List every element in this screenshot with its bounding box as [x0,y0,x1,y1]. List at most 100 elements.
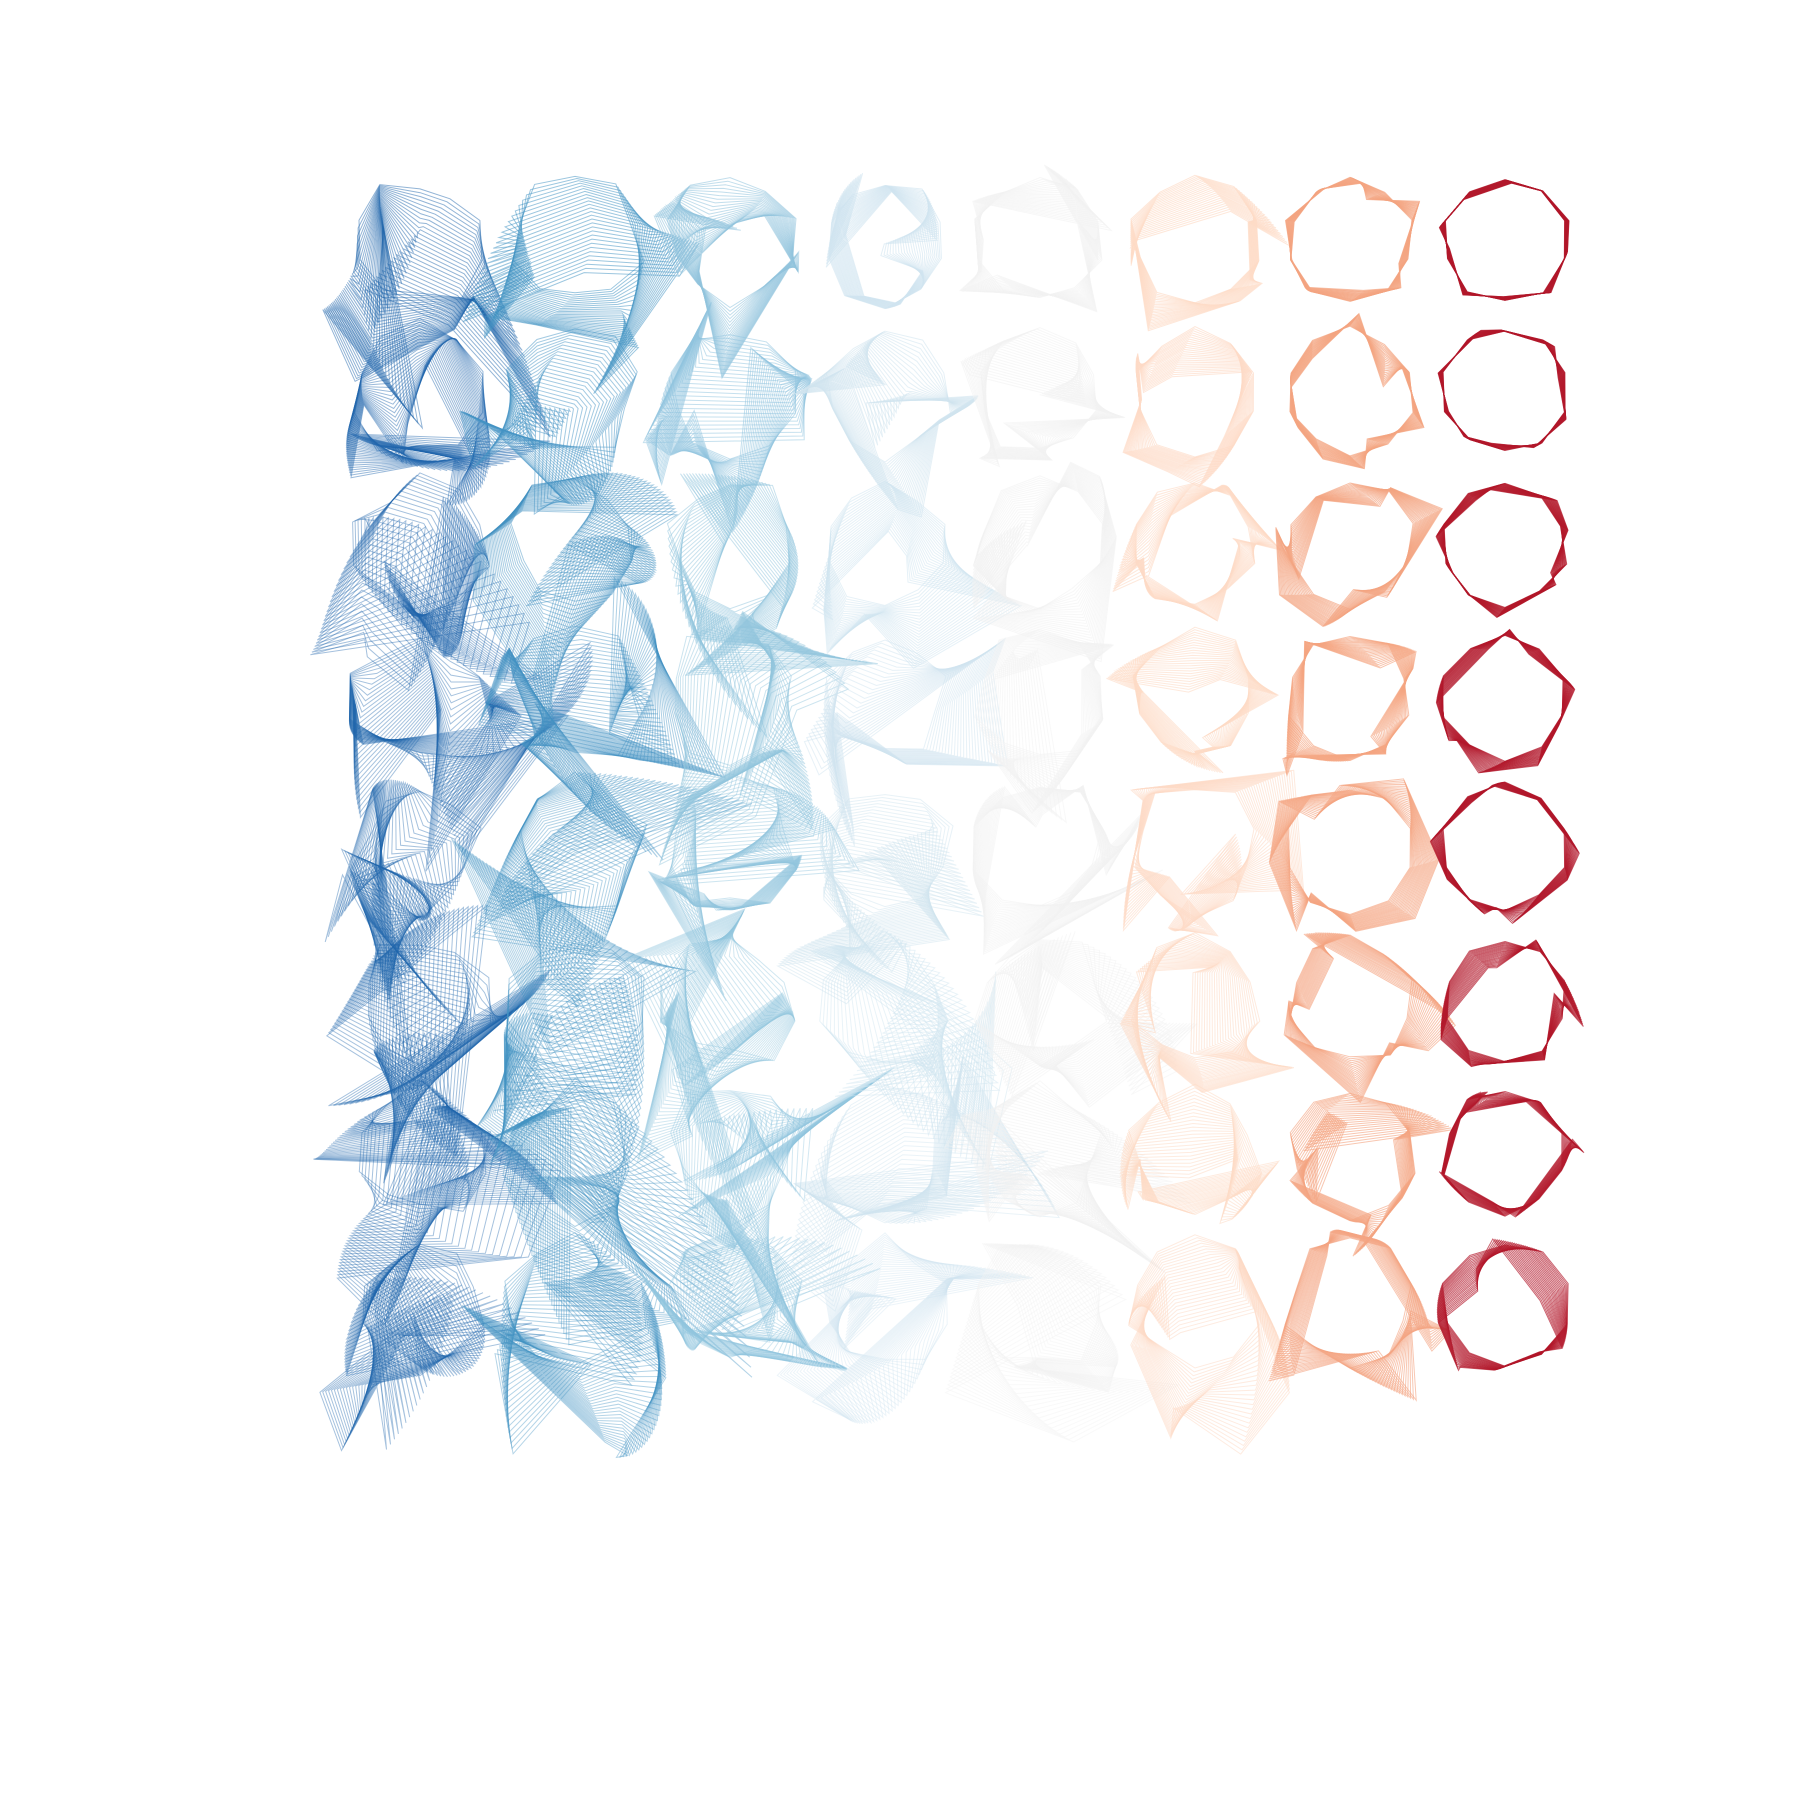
polygon-stroke [477,1279,665,1449]
polygon-stroke [505,972,645,1097]
polygon-stroke [955,1243,1119,1415]
polygon-stroke [675,477,797,633]
polygon-stroke [346,349,510,502]
polygon-stroke [1125,957,1280,1093]
polygon-stroke [1286,642,1410,761]
polygon-stroke [663,930,794,1081]
polygon-stroke [819,1084,936,1224]
polygon-stroke [482,374,601,501]
polygon-stroke [703,1105,839,1293]
polygon-stroke [654,816,832,966]
polygon-stroke [336,1277,505,1434]
polygon-stroke [810,1103,991,1216]
polygon-stroke [330,215,540,401]
polygon-stroke [974,479,1108,616]
polygon-stroke [833,942,947,1073]
polygon-stroke [960,360,1126,468]
polygon-stroke [1123,962,1285,1104]
polygon-stroke [677,633,791,769]
polygon-stroke [676,626,806,801]
polygon-stroke [327,788,457,1062]
polygon-stroke [348,646,495,767]
polygon-stroke [349,659,535,787]
polygon-stroke [322,513,493,667]
polygon-stroke [825,173,939,305]
polygon-stroke [503,1235,652,1372]
polygon-stroke [792,1272,1014,1424]
polygon-cell [1435,628,1576,774]
polygon-stroke [1286,643,1408,762]
polygon-stroke [659,807,820,937]
polygon-stroke [648,826,856,996]
polygon-stroke [513,1112,718,1296]
polygon-stroke [340,516,480,639]
polygon-stroke [367,954,510,1095]
polygon-stroke [350,919,533,1139]
polygon-stroke [795,361,978,514]
polygon-cell [489,1077,753,1378]
polygon-stroke [478,787,697,1017]
polygon-stroke [817,518,1008,657]
polygon-cell [666,473,878,739]
polygon-stroke [1288,635,1410,762]
polygon-stroke [482,1012,639,1210]
polygon-stroke [369,947,494,1070]
polygon-stroke [486,484,658,681]
polygon-stroke [320,1106,551,1301]
polygon-stroke [357,930,526,1123]
polygon-stroke [488,1276,662,1431]
polygon-stroke [350,663,547,794]
polygon-stroke [653,917,789,1160]
polygon-stroke [715,1092,859,1318]
polygon-stroke [360,936,521,1115]
polygon-stroke [801,352,975,501]
polygon-stroke [485,588,709,846]
polygon-stroke [679,631,789,772]
polygon-stroke [492,607,691,826]
polygon-stroke [662,800,809,910]
polygon-stroke [315,1096,557,1319]
polygon-stroke [834,1248,952,1393]
polygon-stroke [521,1113,678,1264]
polygon-stroke [822,1232,948,1360]
polygon-stroke [836,944,954,1116]
polygon-stroke [831,1243,951,1384]
polygon-stroke [504,473,642,620]
polygon-stroke [668,619,813,831]
polygon-stroke [1282,640,1417,778]
polygon-stroke [339,1276,498,1431]
polygon-stroke [509,656,655,762]
polygon-stroke [986,644,1115,824]
polygon-stroke [509,653,657,775]
polygon-stroke [964,1244,1115,1385]
polygon-stroke [358,184,483,299]
polygon-stroke [495,1274,660,1417]
polygon-stroke [668,782,798,906]
polygon-stroke [682,1236,799,1358]
polygon-stroke [351,672,567,807]
polygon-stroke [459,403,562,516]
polygon-stroke [650,1236,842,1369]
polygon-stroke [664,793,799,908]
polygon-stroke [506,334,636,458]
polygon-stroke [970,1243,1109,1375]
polygon-stroke [962,1244,1117,1390]
polygon-stroke [976,1246,1100,1363]
polygon-stroke [975,1245,1102,1364]
polygon-stroke [323,515,487,665]
polygon-stroke [661,933,795,1068]
polygon-stroke [972,462,1117,660]
polygon-stroke [333,212,536,388]
polygon-stroke [358,933,524,1119]
polygon-stroke [679,625,802,789]
polygon-stroke [509,1090,640,1245]
polygon-stroke [507,341,632,468]
polygon-stroke [501,632,674,802]
polygon-stroke [340,784,438,1028]
polygon-stroke [1275,1230,1427,1386]
polygon-cell [974,629,1115,824]
polygon-stroke [486,1277,663,1435]
polygon-stroke [654,1236,837,1369]
polygon-stroke [505,962,645,1084]
polygon-stroke [1440,939,1584,1068]
